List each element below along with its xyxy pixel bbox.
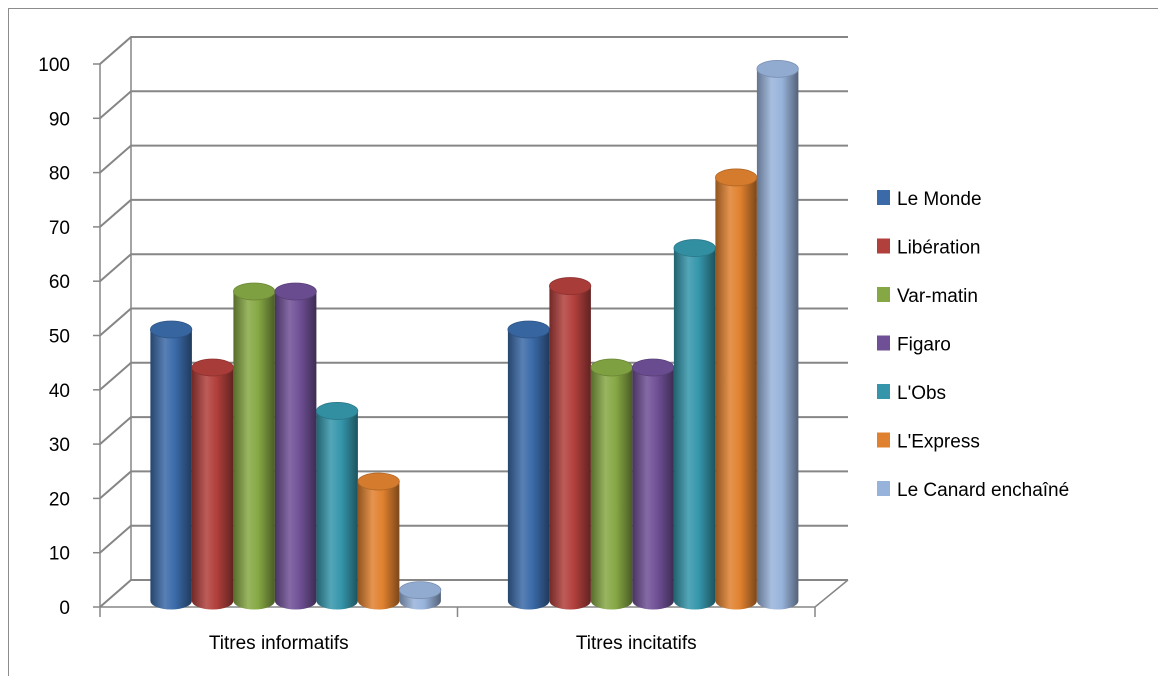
bar (232, 282, 276, 610)
gridline (99, 90, 848, 120)
bar (149, 320, 193, 610)
legend-label: Var-matin (897, 286, 978, 307)
legend-label: Libération (897, 238, 980, 259)
legend-item: L'Express (877, 432, 980, 453)
legend-label: L'Express (897, 432, 980, 453)
bar (756, 59, 799, 610)
legend-swatch (877, 190, 890, 205)
x-category-label: Titres incitatifs (576, 633, 697, 654)
legend-swatch (877, 335, 890, 351)
bar (715, 168, 758, 610)
y-tick-label: 10 (49, 544, 70, 565)
bar (632, 358, 675, 610)
bars (149, 59, 799, 610)
bar (590, 358, 633, 610)
y-tick-label: 100 (38, 55, 70, 76)
bar (398, 581, 442, 610)
legend-item: Le Monde (877, 189, 982, 210)
legend-swatch (877, 384, 890, 399)
legend-item: Libération (877, 238, 980, 259)
legend-item: Var-matin (877, 286, 978, 307)
bar (274, 282, 317, 610)
legend-label: L'Obs (897, 383, 946, 404)
y-tick-label: 60 (49, 272, 70, 293)
legend-item: Figaro (877, 335, 951, 356)
bar (549, 277, 592, 610)
y-tick-label: 50 (49, 327, 70, 348)
legend-label: Le Canard enchaîné (897, 480, 1069, 501)
bar (673, 239, 716, 610)
legend-label: Figaro (897, 335, 951, 356)
legend-item: L'Obs (877, 383, 946, 404)
legend-item: Le Canard enchaîné (877, 480, 1069, 501)
chart-frame (8, 8, 1158, 676)
legend-swatch (877, 238, 890, 254)
legend-swatch (877, 432, 890, 448)
gridline (99, 36, 848, 65)
y-tick-label: 40 (49, 381, 70, 402)
y-tick-label: 20 (49, 489, 70, 510)
bar (507, 320, 550, 610)
category-labels: Titres informatifs Titres incitatifs (209, 633, 697, 654)
bar (191, 358, 234, 610)
y-tick-label: 0 (59, 598, 70, 619)
y-axis-ticks: 0 10 20 30 40 50 60 70 80 90 100 (38, 55, 70, 619)
legend: Le Monde Libération Var-matin Figaro L'Obs L'… (877, 189, 1069, 501)
y-tick-label: 90 (49, 109, 70, 130)
bar (357, 472, 400, 610)
bar (315, 402, 359, 610)
y-tick-label: 80 (49, 164, 70, 185)
legend-swatch (877, 481, 890, 496)
y-tick-label: 30 (49, 435, 70, 456)
legend-swatch (877, 287, 890, 302)
y-tick-label: 70 (49, 218, 70, 239)
gridline (99, 144, 848, 174)
x-category-label: Titres informatifs (209, 633, 349, 654)
legend-label: Le Monde (897, 189, 982, 210)
